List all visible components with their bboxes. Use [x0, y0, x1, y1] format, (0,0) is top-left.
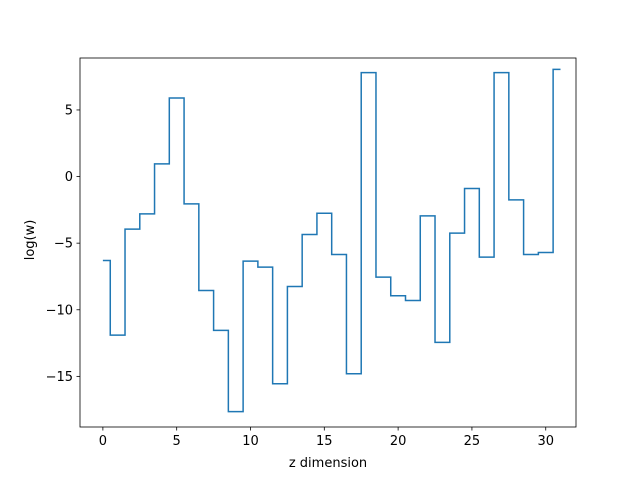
- x-tick-label: 5: [173, 434, 181, 449]
- y-tick-label: −5: [54, 237, 73, 252]
- y-tick-label: −15: [46, 370, 73, 385]
- x-tick-label: 20: [390, 434, 407, 449]
- axes-frame: [79, 57, 577, 428]
- y-tick-label: 0: [65, 170, 73, 185]
- x-tick-label: 25: [464, 434, 481, 449]
- x-axis-label: z dimension: [289, 456, 367, 471]
- x-tick-label: 0: [99, 434, 107, 449]
- y-axis-ticks: −15 −10 −5 0 5: [46, 103, 80, 385]
- x-tick-label: 30: [537, 434, 554, 449]
- y-axis-label: log(w): [23, 220, 38, 261]
- x-tick-label: 10: [242, 434, 259, 449]
- plot-area: [79, 57, 577, 428]
- x-axis-ticks: 0 5 10 15 20 25 30: [99, 427, 554, 449]
- series-line-0: [102, 68, 561, 413]
- y-tick-label: 5: [65, 103, 73, 118]
- y-tick-label: −10: [46, 303, 73, 318]
- x-tick-label: 15: [316, 434, 333, 449]
